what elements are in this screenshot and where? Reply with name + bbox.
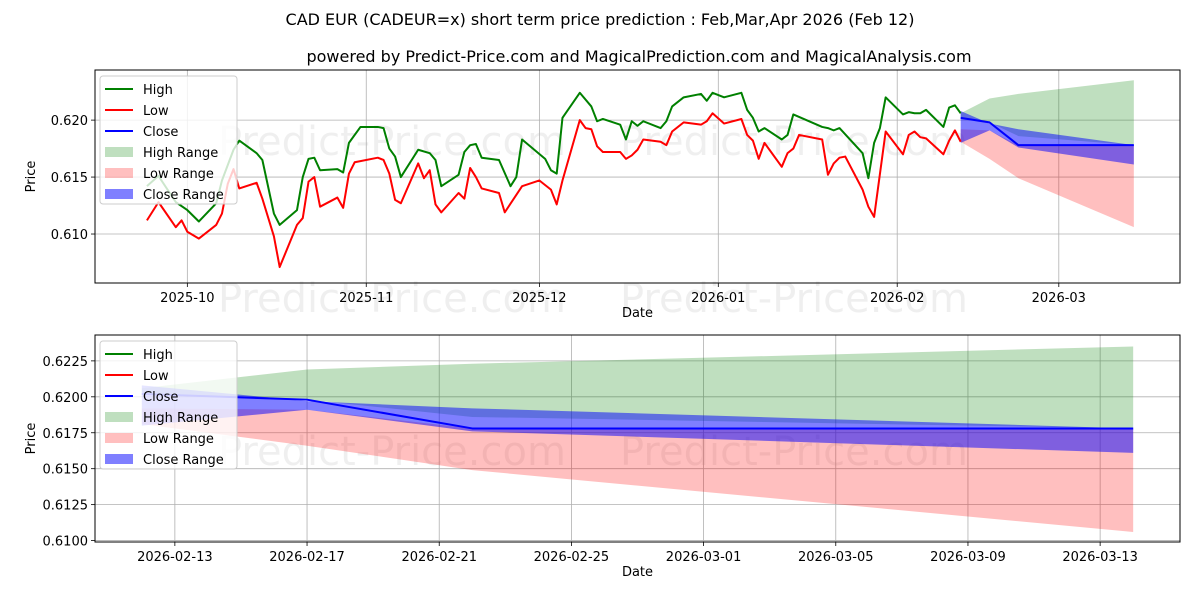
- y-axis-label: Price: [24, 423, 39, 455]
- legend-swatch-low-range: [105, 433, 133, 443]
- close-range-band: [960, 111, 1134, 165]
- x-tick-label: 2025-10: [160, 291, 214, 306]
- watermark: Predict-Price.com: [620, 119, 968, 165]
- watermark: Predict-Price.com: [218, 276, 566, 322]
- y-tick-label: 0.610: [51, 228, 88, 243]
- plot-marks: [141, 346, 1134, 532]
- close-range-band: [141, 385, 1134, 453]
- y-tick-label: 0.6200: [43, 391, 89, 406]
- close-line: [960, 116, 1134, 147]
- legend-box: [99, 340, 238, 470]
- legend-box: [99, 75, 238, 205]
- legend-label: High: [143, 348, 173, 363]
- y-tick-label: 0.6175: [43, 427, 89, 442]
- y-tick-label: 0.6100: [43, 535, 89, 550]
- x-tick-label: 2026-02-13: [137, 550, 213, 565]
- legend-swatch-high-range: [105, 412, 133, 422]
- chart-subtitle: powered by Predict-Price.com and Magical…: [306, 47, 971, 66]
- x-tick-label: 2025-11: [339, 291, 393, 306]
- x-axis-label: Date: [622, 306, 653, 321]
- x-tick-label: 2026-02-25: [534, 550, 610, 565]
- axes-frame: [94, 69, 1181, 284]
- watermark: Predict-Price.com: [620, 276, 968, 322]
- legend-label: Close: [143, 125, 178, 140]
- chart-title: CAD EUR (CADEUR=x) short term price pred…: [286, 10, 915, 29]
- legend-label: Low Range: [143, 167, 214, 182]
- x-tick-label: 2026-01: [691, 291, 745, 306]
- legend-label: Low Range: [143, 432, 214, 447]
- legend-label: Close Range: [143, 188, 224, 203]
- legend-label: High: [143, 83, 173, 98]
- y-tick-label: 0.6150: [43, 463, 89, 478]
- x-tick-label: 2026-03: [1032, 291, 1086, 306]
- x-tick-label: 2026-03-05: [798, 550, 874, 565]
- y-axis-label: Price: [24, 161, 39, 193]
- watermark: Predict-Price.com: [218, 119, 566, 165]
- y-tick-label: 0.615: [51, 171, 88, 186]
- y-tick-label: 0.6125: [43, 499, 89, 514]
- legend-label: High Range: [143, 146, 218, 161]
- x-tick-label: 2025-12: [512, 291, 566, 306]
- legend-swatch-close-range: [105, 454, 133, 464]
- x-tick-label: 2026-03-09: [930, 550, 1006, 565]
- x-tick-label: 2026-02-21: [401, 550, 477, 565]
- legend-swatch-low-range: [105, 168, 133, 178]
- legend: High Low Close High Range Low Range Close Ran…: [99, 75, 238, 205]
- legend: High Low Close High Range Low Range Close Ran…: [99, 340, 238, 470]
- high-line: [146, 91, 962, 226]
- axes-frame: [94, 334, 1181, 543]
- y-tick-label: 0.620: [51, 114, 88, 129]
- x-tick-label: 2026-02: [870, 291, 924, 306]
- legend-label: Low: [143, 104, 169, 119]
- x-axis-label: Date: [622, 565, 653, 580]
- low-line: [146, 112, 962, 269]
- legend-swatch-close-range: [105, 189, 133, 199]
- plot-marks: [146, 80, 1134, 269]
- watermark: Predict-Price.com: [218, 429, 566, 475]
- legend-swatch-high-range: [105, 147, 133, 157]
- legend-label: High Range: [143, 411, 218, 426]
- bottom-chart: Predict-Price.com Predict-Price.com2026-0…: [24, 334, 1181, 580]
- x-tick-label: 2026-03-01: [666, 550, 742, 565]
- x-tick-label: 2026-03-13: [1062, 550, 1138, 565]
- x-tick-label: 2026-02-17: [269, 550, 345, 565]
- y-tick-label: 0.6225: [43, 355, 89, 370]
- top-chart: Predict-Price.com Predict-Price.com Predic…: [24, 69, 1181, 322]
- legend-label: Low: [143, 369, 169, 384]
- legend-label: Close: [143, 390, 178, 405]
- legend-label: Close Range: [143, 453, 224, 468]
